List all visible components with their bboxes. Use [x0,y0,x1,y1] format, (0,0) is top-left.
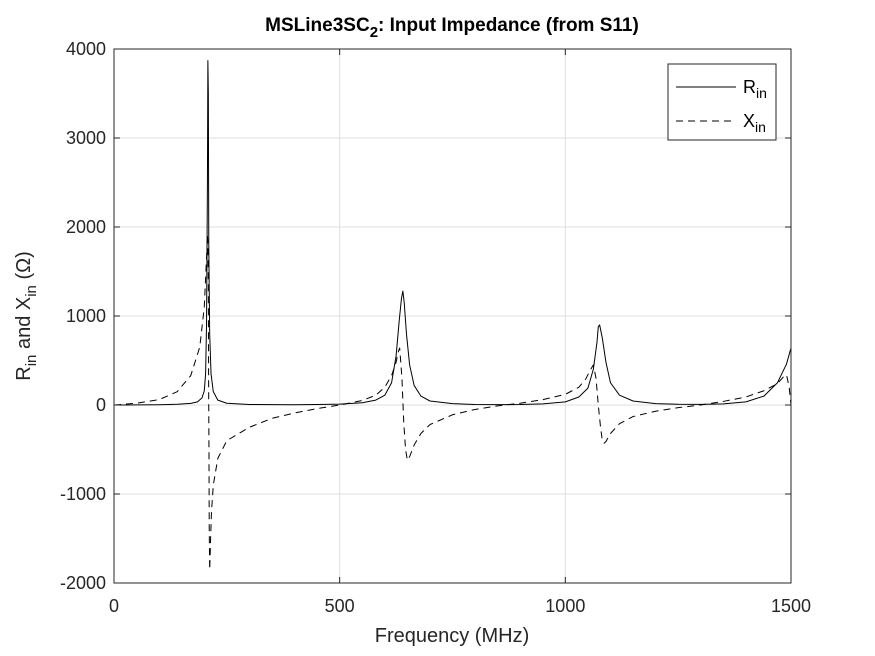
y-tick-label: 0 [96,395,106,415]
x-axis-label: Frequency (MHz) [375,625,529,647]
chart-title-sub: 2 [370,24,378,41]
legend-r-name: R [743,77,756,97]
y-tick-label: 4000 [66,39,106,59]
series-r-in-line [113,60,792,406]
legend-label-r: Rin [743,77,767,101]
y-tick-label: -1000 [60,484,106,504]
legend-label-x: Xin [743,111,766,135]
x-tick-label: 1000 [545,596,585,616]
y-tick-label: -2000 [60,573,106,593]
chart-title-rest: : Input Impedance (from S11) [378,15,639,36]
ticks: 0 500 1000 1500 -2000 -1000 0 1000 2000 3000 4000 [60,39,811,616]
y-tick-label: 1000 [66,306,106,326]
legend: Rin Xin [667,63,777,141]
y-label-x-sub: in [23,285,40,297]
y-label-unit: (Ω) [13,251,35,285]
y-label-mid: and X [13,297,35,355]
series-x-in-line [113,235,792,571]
chart-title: MSLine3SC2: Input Impedance (from S11) [265,15,639,41]
y-label-r: R [13,366,35,380]
series-layer [113,60,792,571]
chart-title-main: MSLine3SC [265,15,370,36]
x-tick-label: 500 [325,596,355,616]
y-tick-label: 3000 [66,128,106,148]
x-tick-label: 0 [109,596,119,616]
y-tick-label: 2000 [66,217,106,237]
y-label-r-sub: in [23,355,40,367]
x-tick-label: 1500 [771,596,811,616]
y-axis-label: Rin and Xin (Ω) [13,251,40,380]
legend-x-name: X [743,111,755,131]
legend-r-sub: in [756,85,767,101]
legend-x-sub: in [755,119,766,135]
legend-box [667,63,777,141]
